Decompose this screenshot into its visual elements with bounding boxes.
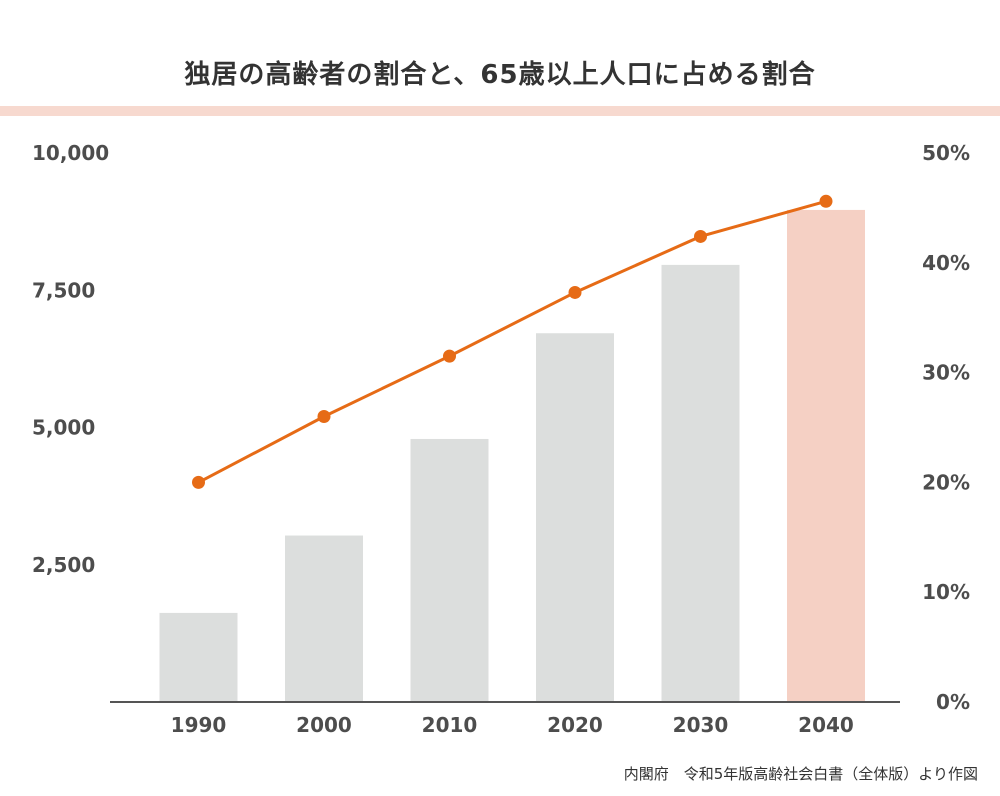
left-tick-label: 7,500 xyxy=(32,278,95,302)
x-tick-label-1990: 1990 xyxy=(171,713,227,737)
line-point-2010 xyxy=(443,349,456,363)
bar-2010 xyxy=(410,438,489,702)
x-axis-ticks: 1990 2000 2010 2020 2030 2040 xyxy=(171,713,854,737)
left-tick-label: 5,000 xyxy=(32,416,95,440)
left-tick-label: 2,500 xyxy=(32,553,95,577)
bar-group xyxy=(159,209,865,702)
x-tick-label-2010: 2010 xyxy=(422,713,478,737)
title-underline xyxy=(0,106,1000,116)
line-point-2040 xyxy=(819,194,833,208)
x-tick-label-2040: 2040 xyxy=(798,713,854,737)
right-tick-label: 20% xyxy=(922,470,970,494)
line-point-2030 xyxy=(694,229,707,243)
chart-title: 独居の高齢者の割合と、65歳以上人口に占める割合 xyxy=(184,60,816,90)
left-tick-label: 10,000 xyxy=(32,141,109,165)
right-tick-label: 10% xyxy=(922,580,970,604)
bar-2030 xyxy=(661,264,740,702)
x-tick-label-2020: 2020 xyxy=(547,713,603,737)
line-point-2020 xyxy=(568,285,582,299)
right-axis-ticks: 0% 10% 20% 30% 40% 50% xyxy=(922,141,970,714)
x-tick-label-2000: 2000 xyxy=(296,713,352,737)
bar-1990 xyxy=(159,612,238,702)
right-tick-label: 0% xyxy=(936,690,970,714)
percentage-line xyxy=(197,199,827,484)
line-point-2000 xyxy=(317,410,331,424)
right-tick-label: 50% xyxy=(922,141,970,165)
source-note: 内閣府 令和5年版高齢社会白書（全体版）より作図 xyxy=(623,765,978,783)
right-tick-label: 30% xyxy=(922,361,970,385)
left-axis-ticks: 2,500 5,000 7,500 10,000 xyxy=(32,141,109,577)
x-tick-label-2030: 2030 xyxy=(673,713,729,737)
line-point-1990 xyxy=(192,475,205,489)
bar-2000 xyxy=(285,535,363,702)
bar-2020 xyxy=(536,333,614,702)
bar-2040 xyxy=(787,209,865,702)
line-point-group xyxy=(192,194,833,489)
right-tick-label: 40% xyxy=(922,251,970,275)
